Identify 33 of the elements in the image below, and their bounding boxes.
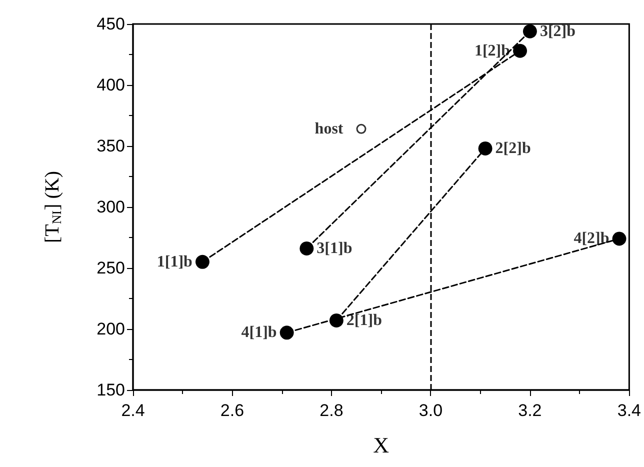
point <box>612 232 626 246</box>
x-tick-label: 3.0 <box>418 401 443 420</box>
y-axis-title: [TNI] (K) <box>42 170 64 244</box>
x-tick-label: 2.8 <box>320 401 344 420</box>
x-axis-title: X <box>373 432 390 458</box>
point <box>356 124 366 134</box>
annotation: 3[1]b <box>316 240 352 257</box>
annotation: 4[1]b <box>241 324 277 342</box>
x-tick-label: 3.2 <box>518 401 542 420</box>
y-tick-label: 450 <box>96 14 125 34</box>
y-tick-label: 300 <box>96 198 125 216</box>
y-tick-label: 200 <box>96 320 125 338</box>
point <box>300 241 314 256</box>
point <box>513 44 528 58</box>
annotation: 1[2]b <box>474 42 510 60</box>
annotation: 2[1]b <box>346 312 382 329</box>
x-tick-label: 2.4 <box>121 401 145 420</box>
annotation: 3[2]b <box>540 22 576 40</box>
point <box>522 24 537 38</box>
annotation: 4[2]b <box>574 230 610 248</box>
y-tick-label: 350 <box>96 136 125 156</box>
point <box>478 141 492 156</box>
x-tick-label: 3.4 <box>617 401 642 420</box>
annotation: 1[1]b <box>156 253 193 270</box>
x-tick-label: 2.6 <box>220 401 244 420</box>
y-tick-label: 400 <box>96 76 125 94</box>
point <box>195 254 210 269</box>
point <box>329 313 344 328</box>
annotation: host <box>314 120 344 138</box>
y-tick-label: 250 <box>96 258 125 278</box>
y-tick-label: 150 <box>96 380 125 400</box>
annotation: 2[2]b <box>495 140 531 157</box>
point <box>280 326 294 340</box>
